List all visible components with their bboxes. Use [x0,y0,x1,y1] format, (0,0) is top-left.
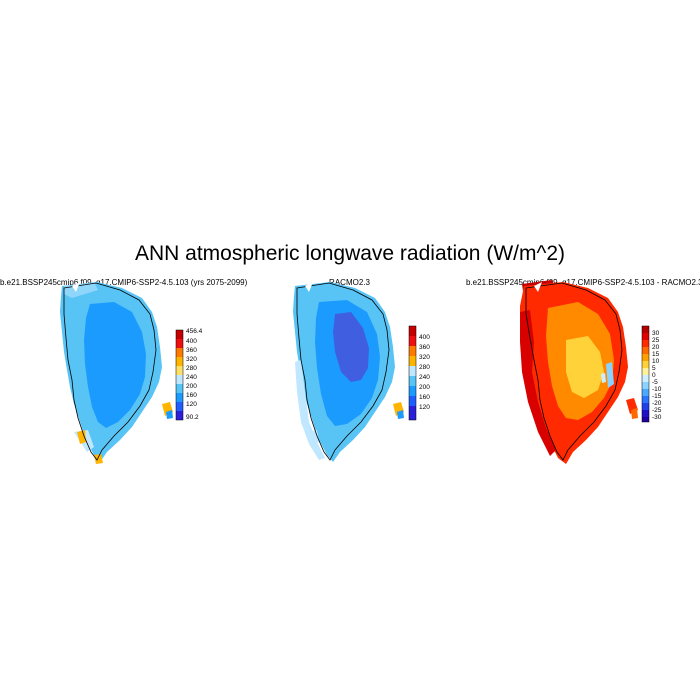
coastline [296,282,390,461]
cb-diff-label-8: -10 [652,386,662,393]
cb-diff-label-9: -15 [652,393,662,400]
cb-model-label-6: 200 [186,383,197,390]
cb-racmo-label-5: 200 [419,384,430,391]
figure-title: ANN atmospheric longwave radiation (W/m^… [134,242,565,265]
south-patch [305,430,319,444]
panel-title-diff: b.e21.BSSP245cmip6.f09_g17.CMIP6-SSP2-4.… [466,278,700,287]
map-diff: 30 25 20 15 10 5 0 -5 -10 -15 -20 -25 -3… [520,280,662,464]
map-panel-model: b.e21.BSSP245cmip6.f09_g17.CMIP6-SSP2-4.… [0,272,248,472]
cb-racmo-label-7: 120 [419,404,430,411]
ice-core [333,312,369,382]
north-notch [72,282,80,292]
cb-model-label-4: 280 [186,365,197,372]
north-notch [534,282,542,292]
warm-patch-south [77,430,86,444]
cb-model-label-8: 120 [186,401,197,408]
colorbar-diff: 30 25 20 15 10 5 0 -5 -10 -15 -20 -25 -3… [641,325,662,423]
map-racmo: 400 360 320 280 240 200 160 120 [293,282,430,462]
cb-diff-label-0: 30 [652,330,660,337]
map-model: 456.4 400 360 320 280 240 200 160 120 90… [60,282,203,464]
iceland-patch2 [397,410,404,419]
coast-dark [520,310,556,456]
blue-anomaly [606,362,614,388]
cb-model-label-5: 240 [186,374,197,381]
map-panel-diff: b.e21.BSSP245cmip6.f09_g17.CMIP6-SSP2-4.… [466,272,700,472]
cb-diff-label-10: -20 [652,400,662,407]
cb-diff-label-1: 25 [652,337,660,344]
cb-racmo-label-2: 320 [419,354,430,361]
cb-racmo-label-1: 360 [419,344,430,351]
cb-diff-label-11: -25 [652,407,662,414]
panel-title-model: b.e21.BSSP245cmip6.f09_g17.CMIP6-SSP2-4.… [0,278,248,287]
cb-model-label-0: 456.4 [186,328,203,335]
cb-diff-label-6: 0 [652,372,656,379]
cb-diff-label-12: -30 [652,414,662,421]
colorbar-model: 456.4 400 360 320 280 240 200 160 120 90… [175,328,203,421]
colorbar-racmo: 400 360 320 280 240 200 160 120 [408,325,430,421]
coastline [525,282,623,461]
iceland-patch2 [631,408,638,419]
interior-yellow [566,336,604,398]
cb-model-label-2: 360 [186,347,197,354]
north-notch [305,282,313,292]
ice-interior [84,302,146,428]
cb-racmo-label-3: 280 [419,364,430,371]
cb-diff-label-2: 20 [652,344,660,351]
panel-title-racmo: RACMO2.3 [329,278,370,287]
warm-patch-south2 [94,454,103,464]
cb-diff-label-7: -5 [652,379,658,386]
cb-model-label-1: 400 [186,338,197,345]
iceland-patch2 [166,410,173,419]
cb-racmo-label-0: 400 [419,334,430,341]
coast-pale [295,360,325,460]
cb-diff-label-5: 5 [652,365,656,372]
cb-racmo-label-6: 160 [419,394,430,401]
map-panel-racmo: RACMO2.3 400 360 320 280 [233,272,466,472]
cb-diff-label-4: 10 [652,358,660,365]
cb-model-label-9: 90.2 [186,414,199,421]
cb-model-label-7: 160 [186,392,197,399]
cb-diff-label-3: 15 [652,351,660,358]
cb-model-label-3: 320 [186,356,197,363]
coastline [63,282,157,461]
blue-anomaly2 [601,373,606,383]
cb-racmo-label-4: 240 [419,374,430,381]
